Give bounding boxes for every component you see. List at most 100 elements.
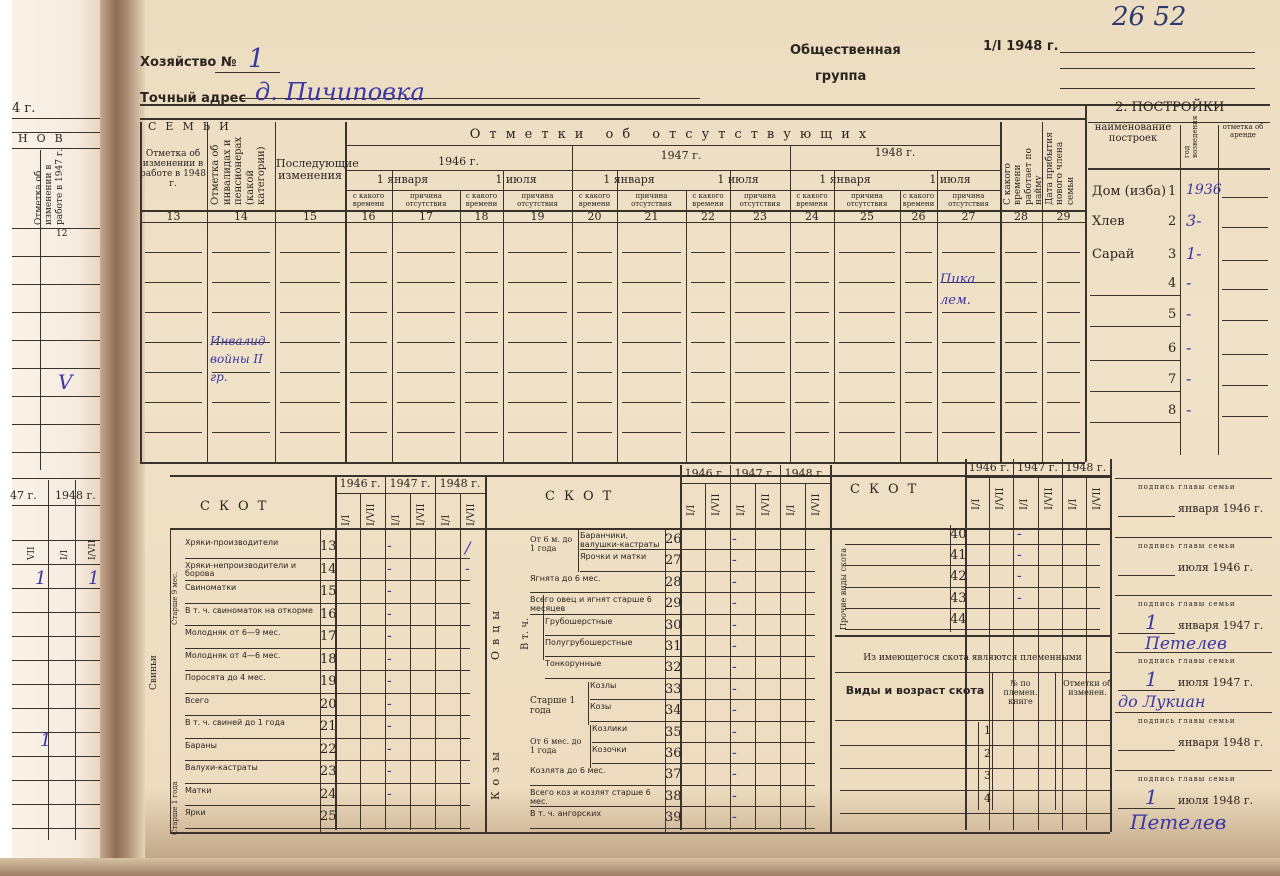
rule-line [545, 677, 815, 679]
livestock-row-label: Всего коз и козлят старше 6 мес. [530, 787, 651, 806]
rule-line [207, 122, 208, 462]
rule-line [978, 722, 979, 810]
rule-line [465, 342, 498, 343]
note-invalid: Инвалид войны II гр. [210, 334, 266, 384]
rule-line [795, 312, 829, 313]
rule-line [840, 790, 1110, 791]
rule-line [686, 190, 687, 462]
rule-line [508, 342, 567, 343]
livestock-row-label: Ярочки и матки [580, 552, 647, 562]
livestock-period: I/I [786, 504, 797, 516]
livestock-period: I/I [1019, 498, 1031, 510]
rule-line [942, 252, 995, 253]
rule-line [1060, 52, 1255, 53]
left-mark: 1 [40, 730, 52, 751]
rule-line [280, 282, 340, 283]
livestock-mark: - [387, 538, 392, 554]
signature-caption: подпись главы семьи [1138, 775, 1236, 783]
rule-line [1042, 122, 1043, 462]
rule-line [937, 170, 938, 462]
livestock-row-number: 13 [320, 539, 337, 554]
livestock-period: I/I [441, 514, 452, 526]
livestock-mark: - [1017, 526, 1022, 542]
rule-line [1061, 459, 1063, 830]
rule-line [588, 682, 589, 725]
rule-line [397, 252, 455, 253]
rule-line [1222, 416, 1268, 417]
livestock-mark: - [732, 531, 737, 547]
rule-line [942, 282, 995, 283]
livestock-period: I/I [686, 504, 697, 516]
livestock-year: 1947 г. [1017, 461, 1058, 474]
rule-line [942, 312, 995, 313]
livestock-row-label: Ягнята до 6 мес. [530, 573, 601, 583]
rule-line [1047, 372, 1080, 373]
rule-line [185, 647, 470, 649]
rule-line [12, 636, 100, 637]
rule-line [12, 256, 100, 257]
rule-line [12, 828, 100, 829]
rule-line [900, 190, 901, 462]
breeding-col-changes: Отметки об изменен. [1063, 679, 1112, 697]
rule-line [1222, 385, 1268, 386]
rule-line [12, 505, 100, 506]
rule-line [392, 170, 393, 462]
livestock-mark: - [387, 560, 392, 577]
rule-line [185, 827, 470, 829]
reason-header: причина отсутствия [739, 192, 781, 208]
livestock-mark: - [387, 650, 392, 667]
rule-line [580, 570, 815, 572]
rule-line [140, 462, 1085, 464]
rule-line [185, 782, 470, 784]
rule-line [1180, 125, 1181, 455]
livestock-row-label: Козлики [592, 723, 628, 733]
rule-line [145, 372, 202, 373]
rule-line [1118, 750, 1175, 751]
rule-line [12, 708, 100, 709]
signature-date: января 1946 г. [1178, 502, 1264, 515]
left-year-1947: 47 г. [10, 489, 37, 502]
livestock-year: 1946 г. [968, 461, 1010, 474]
livestock-mark: - [387, 605, 392, 622]
rule-line [839, 252, 895, 253]
rule-line [622, 342, 681, 343]
building-year: - [1186, 273, 1192, 292]
livestock-row-label: Свиноматки [185, 583, 237, 592]
building-number: 2 [1168, 214, 1177, 229]
rule-line [12, 588, 100, 589]
livestock-year: 1947 г. [734, 467, 776, 480]
livestock-period: I/VII [711, 493, 722, 516]
livestock-row-number: 30 [665, 617, 682, 633]
livestock-row-label: Всего [185, 695, 209, 705]
livestock-row-label: Тонкорунные [545, 659, 602, 669]
rule-line [839, 372, 895, 373]
rule-line [465, 432, 498, 433]
livestock-row-label: Валухи-кастраты [185, 763, 258, 772]
pigs-group-label: Свиньи [149, 655, 159, 690]
livestock-row-number: 34 [665, 703, 682, 719]
rule-line [735, 312, 785, 313]
livestock-row-label: Хряки-производители [185, 538, 279, 547]
rule-line [691, 252, 725, 253]
since-header: с какого времени [902, 192, 935, 208]
rule-line [1047, 282, 1080, 283]
rule-line [735, 432, 785, 433]
livestock-period: I/I [341, 514, 352, 526]
rule-line [1090, 295, 1180, 296]
rule-line [1005, 342, 1037, 343]
rule-line [577, 312, 612, 313]
livestock-row-label: Козы [590, 702, 612, 712]
rule-line [1055, 672, 1056, 810]
since-header: с какого времени [692, 192, 724, 208]
column-number: 21 [644, 210, 659, 223]
goat-young-label: От 6 мес. до 1 года [530, 737, 582, 755]
rule-line [185, 805, 470, 806]
livestock-row-label: Грубошерстные [545, 616, 613, 626]
livestock-title-3: СКОТ [850, 482, 926, 497]
rule-line [12, 148, 100, 149]
rule-line [835, 635, 1110, 637]
column-number: 20 [587, 210, 602, 223]
rule-line [212, 402, 270, 403]
rule-line [1085, 477, 1087, 830]
breeding-col-book: № по племен. книге [1003, 679, 1038, 706]
